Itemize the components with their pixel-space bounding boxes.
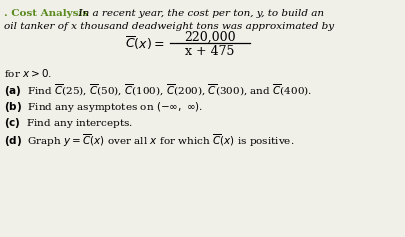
Text: $\mathbf{(a)}$  Find $\overline{C}$(25), $\overline{C}$(50), $\overline{C}$(100): $\mathbf{(a)}$ Find $\overline{C}$(25), … (4, 82, 312, 99)
Text: In a recent year, the cost per ton, y, to build an: In a recent year, the cost per ton, y, t… (72, 9, 324, 18)
Text: for $x > 0.$: for $x > 0.$ (4, 67, 52, 79)
Text: $\mathbf{(d)}$  Graph $y = \overline{C}(x)$ over all $x$ for which $\overline{C}: $\mathbf{(d)}$ Graph $y = \overline{C}(x… (4, 132, 294, 149)
Text: oil tanker of x thousand deadweight tons was approximated by: oil tanker of x thousand deadweight tons… (4, 22, 334, 31)
Text: $\mathbf{(b)}$  Find any asymptotes on $(-\infty,\ \infty)$.: $\mathbf{(b)}$ Find any asymptotes on $(… (4, 100, 203, 114)
Text: x + 475: x + 475 (185, 45, 234, 58)
Text: . Cost Analysis: . Cost Analysis (4, 9, 88, 18)
Text: $\mathbf{(c)}$  Find any intercepts.: $\mathbf{(c)}$ Find any intercepts. (4, 116, 133, 130)
Text: $\overline{C}(x) = $: $\overline{C}(x) = $ (126, 34, 165, 51)
Text: 220,000: 220,000 (184, 31, 236, 44)
